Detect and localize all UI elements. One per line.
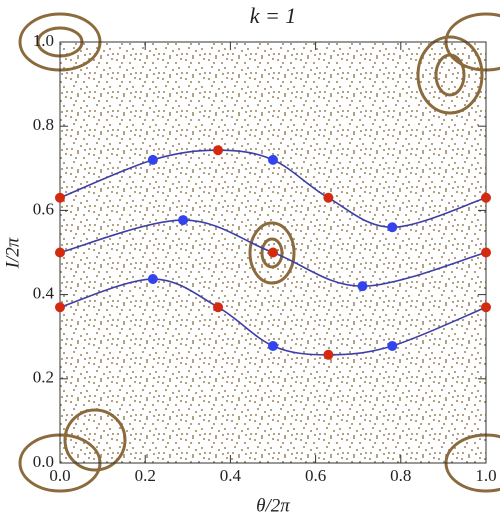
point bbox=[147, 274, 158, 285]
x-tick-label: 1.0 bbox=[475, 466, 496, 485]
x-tick-label: 0.4 bbox=[220, 466, 242, 485]
point bbox=[268, 340, 278, 351]
y-tick-label: 0.4 bbox=[33, 284, 55, 303]
point bbox=[147, 154, 158, 165]
point bbox=[387, 222, 398, 233]
point bbox=[387, 340, 398, 351]
x-tick-label: 0.8 bbox=[390, 466, 411, 485]
y-tick-label: 0.6 bbox=[33, 199, 54, 218]
point bbox=[55, 302, 65, 313]
point bbox=[55, 247, 65, 258]
y-axis-label: I/2π bbox=[2, 237, 23, 269]
x-tick-label: 0.0 bbox=[49, 466, 70, 485]
x-tick-label: 0.2 bbox=[135, 466, 156, 485]
chart-title: k = 1 bbox=[250, 3, 297, 28]
point bbox=[481, 192, 491, 203]
point bbox=[213, 302, 224, 313]
x-axis-label: θ/2π bbox=[256, 495, 290, 516]
point bbox=[55, 192, 65, 203]
point bbox=[481, 302, 491, 313]
y-tick-label: 1.0 bbox=[33, 31, 54, 50]
point bbox=[323, 349, 334, 360]
point bbox=[213, 145, 224, 156]
y-tick-label: 0.8 bbox=[33, 115, 54, 134]
y-tick-label: 0.2 bbox=[33, 368, 54, 387]
point bbox=[268, 247, 278, 258]
point bbox=[323, 192, 334, 203]
point bbox=[178, 215, 189, 226]
point bbox=[268, 154, 278, 165]
y-tick-label: 0.0 bbox=[33, 452, 54, 471]
point bbox=[357, 281, 368, 292]
x-tick-label: 0.6 bbox=[305, 466, 326, 485]
point bbox=[481, 247, 491, 258]
